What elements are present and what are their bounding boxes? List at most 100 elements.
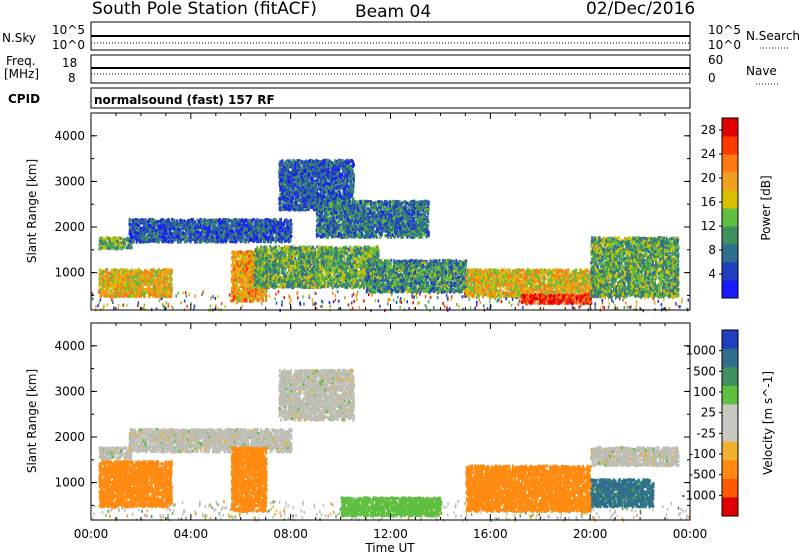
scatter-cell (100, 298, 102, 301)
data-cell (105, 292, 107, 295)
data-cell (125, 283, 127, 286)
data-cell (113, 278, 115, 281)
scatter-cell (357, 291, 359, 294)
scatter-cell (297, 296, 299, 299)
scatter-cell (446, 294, 448, 297)
scatter-cell (604, 306, 606, 309)
nave-label: Nave (746, 64, 777, 78)
data-cell (146, 289, 148, 292)
data-cell (155, 294, 157, 297)
data-cell (149, 291, 151, 294)
data-cell (108, 277, 110, 280)
data-cell (163, 273, 165, 276)
scatter-cell (352, 307, 354, 310)
scatter-cell (322, 305, 324, 308)
scatter-cell (501, 300, 503, 303)
scatter-cell (337, 290, 339, 293)
scatter-cell (613, 301, 615, 304)
scatter-cell (290, 299, 292, 302)
scatter-cell (661, 303, 663, 306)
scatter-cell (663, 299, 665, 302)
freq-tick-top: 18 (62, 56, 77, 70)
data-cell (124, 277, 126, 280)
data-cell (102, 271, 104, 274)
scatter-cell (284, 296, 286, 299)
data-cell (139, 283, 141, 286)
scatter-cell (210, 305, 212, 308)
scatter-cell (397, 296, 399, 299)
data-cell (157, 286, 159, 289)
scatter-cell (138, 301, 140, 304)
data-cell (131, 285, 133, 288)
station-title: South Pole Station (fitACF) (92, 0, 317, 19)
scatter-cell (617, 307, 619, 310)
data-cell (113, 286, 115, 289)
beam-label: Beam 04 (355, 2, 431, 22)
data-cell (164, 288, 166, 291)
scatter-cell (497, 299, 499, 302)
freq-tick-bottom: 8 (68, 71, 76, 85)
scatter-cell (300, 303, 302, 306)
scatter-cell (509, 301, 511, 304)
scatter-cell (126, 304, 128, 307)
data-cell (151, 283, 153, 286)
data-cell (166, 277, 168, 280)
data-cell (110, 291, 112, 294)
scatter-cell (302, 295, 304, 298)
scatter-cell (363, 300, 365, 303)
scatter-cell (412, 296, 414, 299)
data-cell (139, 295, 141, 298)
scatter-cell (602, 306, 604, 309)
scatter-cell (451, 295, 453, 298)
scatter-cell (412, 301, 414, 304)
data-cell (117, 284, 119, 287)
scatter-cell (379, 305, 381, 308)
data-cell (129, 278, 131, 281)
scatter-cell (470, 306, 472, 309)
data-cell (112, 274, 114, 277)
scatter-cell (461, 295, 463, 298)
scatter-cell (483, 304, 485, 307)
data-cell (133, 280, 135, 283)
scatter-cell (213, 295, 215, 298)
data-cell (106, 272, 108, 275)
data-cell (155, 281, 157, 284)
data-cell (102, 289, 104, 292)
scatter-cell (400, 297, 402, 300)
scatter-cell (425, 295, 427, 298)
scatter-cell (580, 305, 582, 308)
data-cell (115, 293, 117, 296)
scatter-cell (518, 298, 520, 301)
scatter-cell (281, 304, 283, 307)
data-cell (100, 295, 102, 298)
data-cell (99, 285, 101, 288)
data-cell (130, 272, 132, 275)
scatter-cell (463, 295, 465, 298)
scatter-cell (451, 298, 453, 301)
scatter-cell (189, 293, 191, 296)
data-cell (146, 271, 148, 274)
data-cell (122, 286, 124, 289)
scatter-cell (195, 295, 197, 298)
data-cell (136, 281, 138, 284)
data-cell (135, 294, 137, 297)
data-cell (127, 289, 129, 292)
data-cell (169, 268, 171, 271)
scatter-cell (393, 299, 395, 302)
scatter-cell (511, 304, 513, 307)
data-cell (118, 277, 120, 280)
data-cell (108, 287, 110, 290)
scatter-cell (442, 302, 444, 305)
scatter-cell (474, 307, 476, 310)
nave-tick-top: 60 (708, 53, 723, 67)
scatter-cell (679, 305, 681, 308)
scatter-cell (375, 299, 377, 302)
data-cell (171, 269, 173, 272)
scatter-cell (658, 300, 660, 303)
data-cell (129, 295, 131, 298)
scatter-cell (614, 304, 616, 307)
scatter-cell (625, 302, 627, 305)
scatter-cell (498, 298, 500, 301)
scatter-cell (458, 305, 460, 308)
scatter-cell (387, 298, 389, 301)
